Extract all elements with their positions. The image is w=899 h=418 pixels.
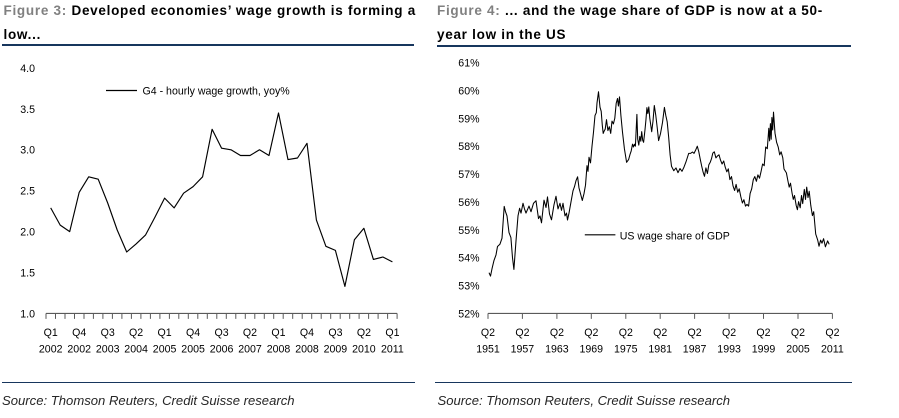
svg-text:1963: 1963 [545,344,569,356]
svg-text:Q2: Q2 [756,327,770,339]
svg-text:Q4: Q4 [72,327,86,339]
svg-text:2005: 2005 [181,344,205,356]
svg-text:2.0: 2.0 [20,227,35,239]
svg-text:Q2: Q2 [791,327,805,339]
svg-text:Q2: Q2 [243,327,257,339]
svg-text:3.5: 3.5 [20,104,35,116]
svg-text:2005: 2005 [153,344,177,356]
svg-text:2005: 2005 [786,344,810,356]
svg-text:Q2: Q2 [550,327,564,339]
svg-text:Q2: Q2 [481,327,495,339]
svg-text:Q2: Q2 [619,327,633,339]
svg-text:2010: 2010 [352,344,376,356]
svg-text:Q2: Q2 [357,327,371,339]
svg-text:61%: 61% [458,58,480,70]
svg-text:Q3: Q3 [215,327,229,339]
svg-text:1.0: 1.0 [20,308,35,320]
svg-text:1987: 1987 [683,344,707,356]
svg-text:1.5: 1.5 [20,267,35,279]
svg-text:2004: 2004 [124,344,148,356]
svg-text:Q2: Q2 [515,327,529,339]
svg-text:2002: 2002 [67,344,91,356]
svg-text:54%: 54% [458,253,480,265]
svg-text:2007: 2007 [238,344,262,356]
svg-text:57%: 57% [458,169,480,181]
svg-text:60%: 60% [458,86,480,98]
svg-text:1975: 1975 [614,344,638,356]
svg-text:2008: 2008 [295,344,319,356]
svg-text:Q2: Q2 [688,327,702,339]
svg-text:Q2: Q2 [129,327,143,339]
svg-text:Q1: Q1 [385,327,399,339]
svg-text:Q4: Q4 [300,327,314,339]
svg-text:2009: 2009 [324,344,348,356]
svg-text:Q1: Q1 [271,327,285,339]
svg-text:2003: 2003 [96,344,120,356]
svg-text:Q2: Q2 [584,327,598,339]
svg-text:1981: 1981 [648,344,672,356]
svg-text:2.5: 2.5 [20,186,35,198]
svg-text:2002: 2002 [39,344,63,356]
svg-text:3.0: 3.0 [20,145,35,157]
svg-text:52%: 52% [458,308,480,320]
svg-text:59%: 59% [458,113,480,125]
svg-text:2011: 2011 [821,344,844,356]
svg-text:53%: 53% [458,281,480,293]
svg-text:Q3: Q3 [101,327,115,339]
svg-text:G4 - hourly wage growth, yoy%: G4 - hourly wage growth, yoy% [143,86,291,98]
svg-text:58%: 58% [458,141,480,153]
svg-text:1951: 1951 [476,344,500,356]
svg-text:2006: 2006 [210,344,234,356]
svg-text:Q2: Q2 [653,327,667,339]
svg-text:Q3: Q3 [328,327,342,339]
svg-text:56%: 56% [458,197,480,209]
svg-text:1969: 1969 [580,344,604,356]
svg-text:1957: 1957 [511,344,535,356]
svg-text:1999: 1999 [752,344,776,356]
svg-text:1993: 1993 [717,344,741,356]
svg-text:2011: 2011 [381,344,404,356]
svg-text:Q4: Q4 [186,327,200,339]
svg-text:Q1: Q1 [44,327,58,339]
svg-text:2008: 2008 [267,344,291,356]
svg-text:Q2: Q2 [825,327,839,339]
svg-text:US wage share of GDP: US wage share of GDP [620,231,730,243]
svg-text:4.0: 4.0 [20,63,35,75]
svg-text:Q1: Q1 [158,327,172,339]
svg-text:Q2: Q2 [722,327,736,339]
svg-text:55%: 55% [458,225,480,237]
